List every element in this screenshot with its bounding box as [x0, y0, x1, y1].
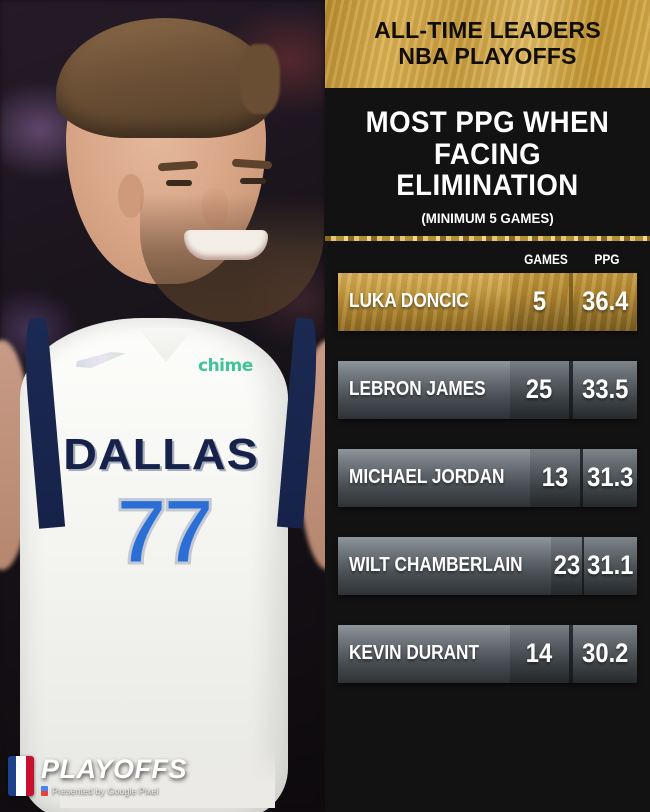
row-games-cell: 5 [510, 272, 569, 331]
eyebrow-left [157, 160, 199, 172]
table-row[interactable]: MICHAEL JORDAN 13 31.3 [338, 448, 637, 507]
title-line-1: MOST PPG WHEN [365, 106, 610, 139]
eye-left [166, 180, 192, 186]
title-qualifier: (MINIMUM 5 GAMES) [421, 209, 554, 226]
title-line-2: FACING ELIMINATION [396, 137, 579, 202]
presented-by-label: Presented by Google Pixel [52, 786, 159, 796]
table-row[interactable]: WILT CHAMBERLAIN 23 31.1 [338, 536, 637, 595]
player-name: WILT CHAMBERLAIN [349, 554, 523, 576]
row-games-cell: 14 [510, 624, 569, 683]
table-row[interactable]: KEVIN DURANT 14 30.2 [338, 624, 637, 683]
row-name-cell: LUKA DONCIC [338, 272, 510, 331]
player-name: LEBRON JAMES [349, 378, 486, 400]
row-ppg-cell: 31.3 [582, 448, 637, 507]
column-divider [582, 536, 585, 595]
title-block: MOST PPG WHEN FACING ELIMINATION (MINIMU… [325, 88, 650, 236]
chime-sponsor-logo: chime [198, 356, 253, 376]
ppg-value: 36.4 [581, 286, 629, 316]
panel-header: ALL-TIME LEADERS NBA PLAYOFFS [325, 0, 650, 88]
games-value: 5 [532, 286, 547, 316]
jersey-team-name: DALLAS [63, 430, 259, 479]
row-name-cell: LEBRON JAMES [338, 360, 510, 419]
ear [118, 174, 144, 218]
row-ppg-cell: 33.5 [573, 360, 637, 419]
row-ppg-cell: 36.4 [573, 272, 637, 331]
presented-by-line: Presented by Google Pixel [41, 786, 187, 796]
column-header-games: GAMES [524, 250, 568, 267]
nike-swoosh-icon [76, 352, 126, 368]
stats-panel: ALL-TIME LEADERS NBA PLAYOFFS MOST PPG W… [325, 0, 650, 812]
player-name: LUKA DONCIC [349, 290, 469, 312]
player-name: KEVIN DURANT [349, 642, 479, 664]
gold-divider-rule [325, 235, 650, 241]
nba-playoffs-branding: PLAYOFFS Presented by Google Pixel [8, 756, 187, 796]
row-ppg-cell: 31.1 [584, 536, 637, 595]
nba-logo-icon [8, 756, 34, 796]
ppg-value: 31.1 [587, 550, 634, 580]
header-line-1: ALL-TIME LEADERS [374, 17, 601, 44]
player-torso: chime DALLAS 77 [0, 300, 325, 812]
jersey-strap-left [20, 317, 66, 529]
games-value: 25 [526, 374, 553, 404]
ppg-value: 33.5 [581, 374, 629, 404]
nose [202, 188, 228, 228]
column-divider [579, 448, 583, 507]
eye-right [240, 178, 266, 184]
shorts-waistband [60, 748, 275, 808]
smile [184, 230, 268, 260]
eyebrow-right [231, 158, 273, 170]
row-ppg-cell: 30.2 [573, 624, 637, 683]
jersey: chime DALLAS 77 [20, 317, 322, 812]
table-row[interactable]: LEBRON JAMES 25 33.5 [338, 360, 637, 419]
ppg-value: 31.3 [586, 462, 634, 492]
games-value: 14 [526, 638, 553, 668]
column-header-ppg: PPG [594, 250, 620, 267]
google-pixel-icon [41, 786, 48, 796]
playoffs-wordmark: PLAYOFFS [41, 754, 188, 784]
column-divider [569, 360, 573, 419]
row-name-cell: KEVIN DURANT [338, 624, 510, 683]
player-name: MICHAEL JORDAN [349, 466, 505, 488]
player-photo: chime DALLAS 77 PLAYOFFS Presente [0, 0, 325, 812]
hair [56, 18, 274, 138]
column-divider [569, 272, 573, 331]
header-line-2: NBA PLAYOFFS [398, 43, 577, 69]
games-value: 13 [541, 462, 568, 492]
column-headers: GAMES PPG [325, 241, 650, 269]
column-divider [569, 624, 573, 683]
table-row[interactable]: LUKA DONCIC 5 36.4 [338, 272, 637, 331]
leaderboard-rows: LUKA DONCIC 5 36.4 LEBRON JAMES 25 [325, 269, 650, 683]
branding-text: PLAYOFFS Presented by Google Pixel [41, 756, 187, 796]
row-name-cell: MICHAEL JORDAN [338, 448, 530, 507]
row-games-cell: 25 [510, 360, 569, 419]
jersey-number: 77 [114, 480, 215, 585]
row-games-cell: 23 [550, 536, 583, 595]
row-games-cell: 13 [529, 448, 580, 507]
jersey-neckline [138, 328, 194, 362]
games-value: 23 [553, 550, 580, 580]
row-name-cell: WILT CHAMBERLAIN [338, 536, 551, 595]
ppg-value: 30.2 [581, 638, 629, 668]
